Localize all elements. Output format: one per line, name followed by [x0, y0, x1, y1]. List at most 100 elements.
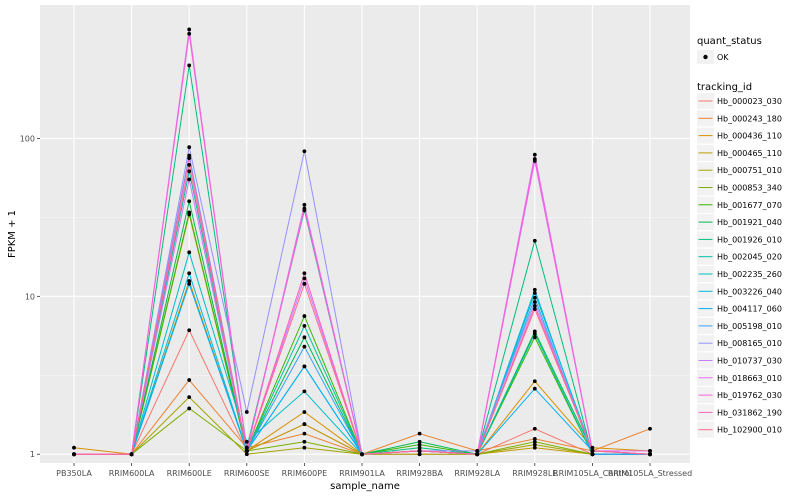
data-point-Hb_005198_010 — [532, 295, 537, 300]
data-point-Hb_000243_180 — [187, 378, 192, 382]
data-point-Hb_000243_180 — [302, 431, 307, 436]
legend-label-ok: OK — [717, 53, 729, 62]
data-point-Hb_002045_020 — [302, 323, 307, 328]
data-point-Hb_031862_190 — [532, 303, 537, 308]
data-point-Hb_002235_260 — [187, 250, 192, 255]
data-point-Hb_002235_260 — [244, 439, 249, 444]
x-tick-label: RRIM600PE — [282, 469, 328, 478]
x-tick-label: RRIM600SE — [224, 469, 270, 478]
legend-label: Hb_102900_010 — [717, 426, 782, 435]
data-point-Hb_008165_010 — [187, 145, 192, 150]
data-point-Hb_019762_030 — [302, 206, 307, 211]
legend: quant_status OK tracking_id Hb_000023_03… — [697, 36, 782, 438]
data-point-Hb_000243_180 — [648, 426, 652, 431]
y-axis-title: FPKM + 1 — [7, 210, 18, 258]
legend-label: Hb_000023_030 — [717, 97, 782, 106]
legend-label: Hb_001921_040 — [717, 218, 782, 227]
data-point-Hb_000853_340 — [532, 439, 537, 444]
data-point-Hb_003226_040 — [187, 271, 192, 276]
y-axis: 1 10 100 — [20, 134, 40, 459]
data-point-Hb_102900_010 — [360, 452, 364, 457]
data-point-Hb_102900_010 — [475, 452, 480, 457]
x-tick-label: RRIM928LA — [454, 469, 500, 478]
legend-key-ok-marker — [703, 54, 708, 60]
x-tick-label: RRIM600LE — [167, 469, 212, 478]
y-tick-label: 1 — [30, 450, 35, 459]
data-point-Hb_031862_190 — [187, 156, 192, 161]
data-point-Hb_019762_030 — [187, 31, 192, 36]
data-point-Hb_002045_020 — [187, 169, 192, 174]
data-point-Hb_018663_010 — [302, 202, 307, 207]
data-point-Hb_004117_060 — [187, 281, 192, 286]
x-tick-label: RRIM901LA — [339, 469, 385, 478]
data-point-Hb_102900_010 — [187, 162, 192, 167]
x-axis: PB350LA RRIM600LA RRIM600LE RRIM600SE RRIM60… — [56, 463, 692, 478]
data-point-Hb_008165_010 — [244, 410, 249, 414]
x-tick-label: RRIM928LE — [512, 469, 557, 478]
legend-label: Hb_000243_180 — [717, 114, 782, 123]
series-points — [72, 27, 652, 457]
x-tick-label: RRIM105LA_Control — [553, 469, 632, 478]
legend-label: Hb_000751_010 — [717, 166, 782, 175]
legend-label: Hb_019762_030 — [717, 391, 782, 400]
legend-label: Hb_000853_340 — [717, 184, 782, 193]
legend-label: Hb_005198_010 — [717, 322, 782, 331]
legend-label: Hb_003226_040 — [717, 287, 782, 296]
legend-label: Hb_002045_020 — [717, 253, 782, 262]
data-point-Hb_001921_040 — [302, 335, 307, 340]
legend-label: Hb_001926_010 — [717, 235, 782, 244]
legend-label: Hb_001677_070 — [717, 201, 782, 210]
data-point-Hb_008165_010 — [475, 448, 480, 453]
data-point-Hb_000436_110 — [532, 379, 537, 384]
data-point-Hb_018663_010 — [187, 27, 192, 32]
major-gridlines-x — [73, 5, 651, 463]
data-point-Hb_000243_180 — [532, 437, 537, 441]
data-point-Hb_001926_010 — [187, 63, 192, 68]
data-point-Hb_000436_110 — [72, 445, 76, 450]
data-point-Hb_004117_060 — [302, 364, 307, 369]
data-point-Hb_018663_010 — [648, 448, 652, 453]
legend-title-quant-status: quant_status — [697, 36, 762, 47]
data-point-Hb_102900_010 — [590, 448, 595, 453]
data-point-Hb_002045_020 — [532, 331, 537, 336]
data-point-Hb_102900_010 — [532, 307, 537, 312]
legend-label: Hb_008165_010 — [717, 339, 782, 348]
data-point-Hb_000751_010 — [532, 442, 537, 447]
y-tick-label: 100 — [20, 134, 35, 143]
data-point-Hb_001921_040 — [417, 439, 422, 444]
data-point-Hb_002235_260 — [302, 389, 307, 394]
data-point-Hb_000436_110 — [302, 410, 307, 414]
data-point-Hb_102900_010 — [129, 452, 134, 457]
data-point-Hb_001677_070 — [417, 442, 422, 447]
legend-label: Hb_000465_110 — [717, 149, 782, 158]
legend-label: Hb_002235_260 — [717, 270, 782, 279]
data-point-Hb_102900_010 — [302, 281, 307, 286]
legend-label: Hb_000436_110 — [717, 132, 782, 141]
x-tick-label: RRIM600LA — [109, 469, 155, 478]
data-point-Hb_000853_340 — [187, 406, 192, 411]
data-point-Hb_000751_010 — [187, 395, 192, 400]
x-tick-label: RRIM928BA — [396, 469, 443, 478]
data-point-Hb_010737_030 — [302, 276, 307, 281]
data-point-Hb_000436_110 — [187, 279, 192, 283]
data-point-Hb_008165_010 — [532, 300, 537, 304]
data-point-Hb_001926_010 — [532, 238, 537, 243]
data-point-Hb_102900_010 — [244, 448, 249, 453]
data-point-Hb_001926_010 — [244, 445, 249, 450]
legend-title-tracking-id: tracking_id — [697, 82, 752, 93]
data-point-Hb_001677_070 — [302, 314, 307, 318]
x-axis-title: sample_name — [330, 481, 400, 492]
data-point-Hb_001921_040 — [187, 199, 192, 204]
data-point-Hb_019762_030 — [532, 157, 537, 161]
data-point-Hb_031862_190 — [302, 271, 307, 276]
data-point-Hb_102900_010 — [72, 452, 76, 457]
data-point-Hb_018663_010 — [532, 152, 537, 157]
data-point-Hb_008165_010 — [302, 149, 307, 154]
data-point-Hb_003226_040 — [532, 287, 537, 292]
data-point-Hb_001926_010 — [417, 445, 422, 450]
data-point-Hb_102900_010 — [648, 452, 652, 457]
data-point-Hb_000023_030 — [187, 328, 192, 333]
data-point-Hb_005198_010 — [187, 153, 192, 158]
data-point-Hb_000465_110 — [532, 445, 537, 450]
